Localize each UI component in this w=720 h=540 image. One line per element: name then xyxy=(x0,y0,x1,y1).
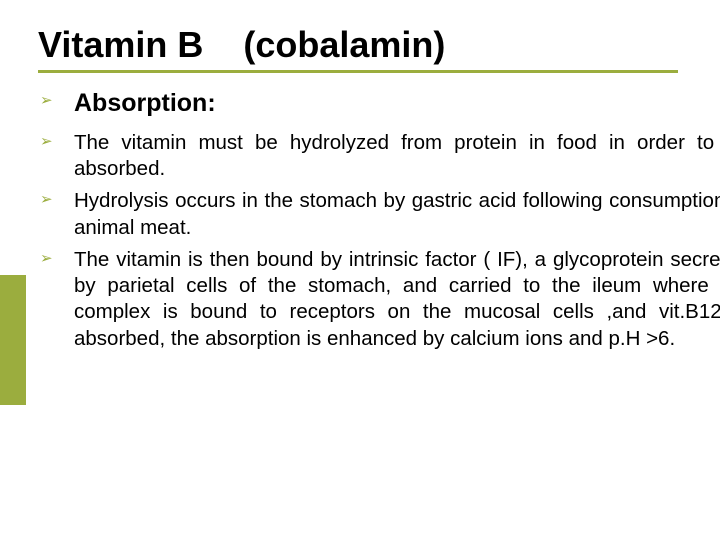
body-text: Hydrolysis occurs in the stomach by gast… xyxy=(74,188,720,240)
chevron-right-icon: ➢ xyxy=(40,251,53,266)
chevron-right-icon: ➢ xyxy=(40,93,53,108)
title-part-1: Vitamin B xyxy=(38,24,203,65)
title-part-2: (cobalamin) xyxy=(243,24,445,65)
list-item: ➢ Hydrolysis occurs in the stomach by ga… xyxy=(38,188,720,240)
list-item: ➢ The vitamin must be hydrolyzed from pr… xyxy=(38,130,720,182)
accent-side-block xyxy=(0,275,26,405)
chevron-right-icon: ➢ xyxy=(40,192,53,207)
subheading: Absorption: xyxy=(74,89,720,118)
list-item: ➢ Absorption: xyxy=(38,89,720,118)
body-text: The vitamin must be hydrolyzed from prot… xyxy=(74,130,720,182)
slide-title: Vitamin B (cobalamin) xyxy=(38,24,678,73)
chevron-right-icon: ➢ xyxy=(40,134,53,149)
list-item: ➢ The vitamin is then bound by intrinsic… xyxy=(38,247,720,352)
bullet-list: ➢ Absorption: ➢ The vitamin must be hydr… xyxy=(38,89,720,352)
slide-content: Vitamin B (cobalamin) ➢ Absorption: ➢ The… xyxy=(38,24,720,358)
body-text: The vitamin is then bound by intrinsic f… xyxy=(74,247,720,352)
